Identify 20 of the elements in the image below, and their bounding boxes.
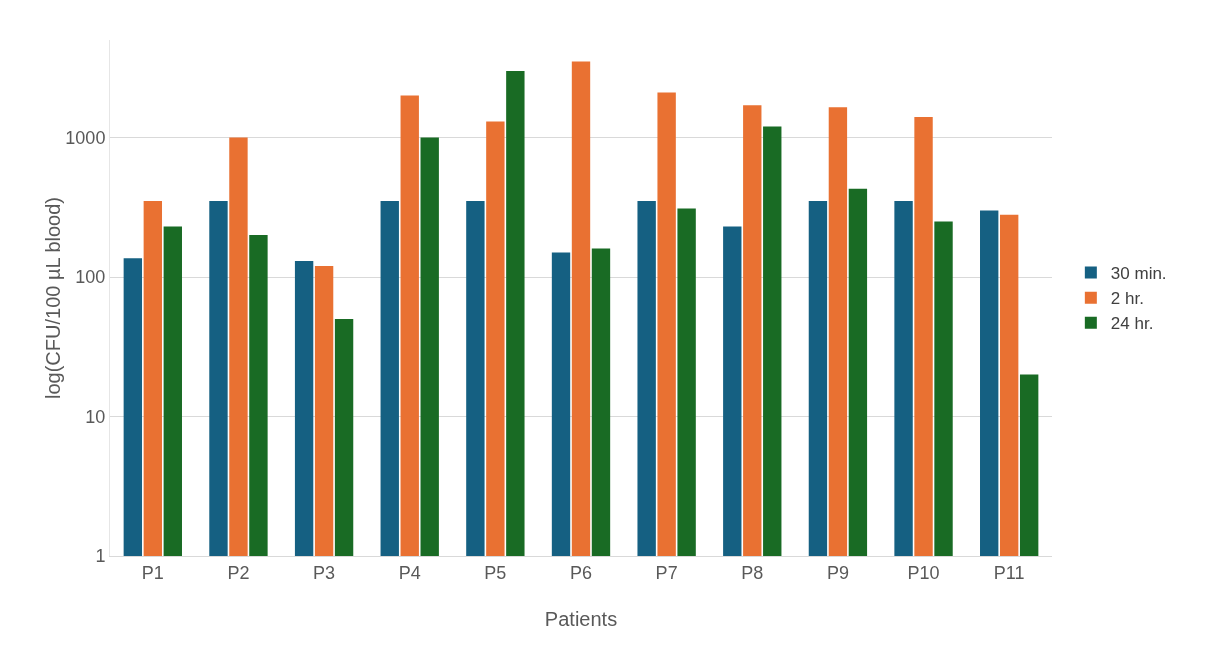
x-tick-label: P6 (569, 562, 593, 583)
x-tick-label: P5 (484, 562, 507, 583)
y-tick-label: 1 (95, 546, 106, 567)
x-tick-label: P9 (826, 562, 849, 583)
x-tick-label: P2 (227, 562, 250, 583)
legend-label: 2 hr. (1110, 289, 1144, 309)
x-tick-label: P11 (993, 562, 1025, 583)
x-tick-label: P10 (907, 562, 940, 583)
x-tick-label: P1 (141, 562, 164, 583)
x-tick-label: P7 (655, 562, 678, 583)
x-tick-label: P3 (313, 562, 336, 583)
y-tick-label: 10 (85, 406, 106, 427)
x-tick-label: P4 (398, 562, 421, 583)
x-tick-label: P8 (741, 562, 764, 583)
y-tick-label: 1000 (65, 127, 106, 148)
y-tick-label: 100 (75, 267, 106, 288)
legend-label: 24 hr. (1110, 314, 1154, 334)
x-axis-title: Patients (544, 608, 618, 630)
legend-label: 30 min. (1110, 264, 1167, 284)
y-axis-title: log(CFU/100 µL blood) (42, 197, 64, 399)
